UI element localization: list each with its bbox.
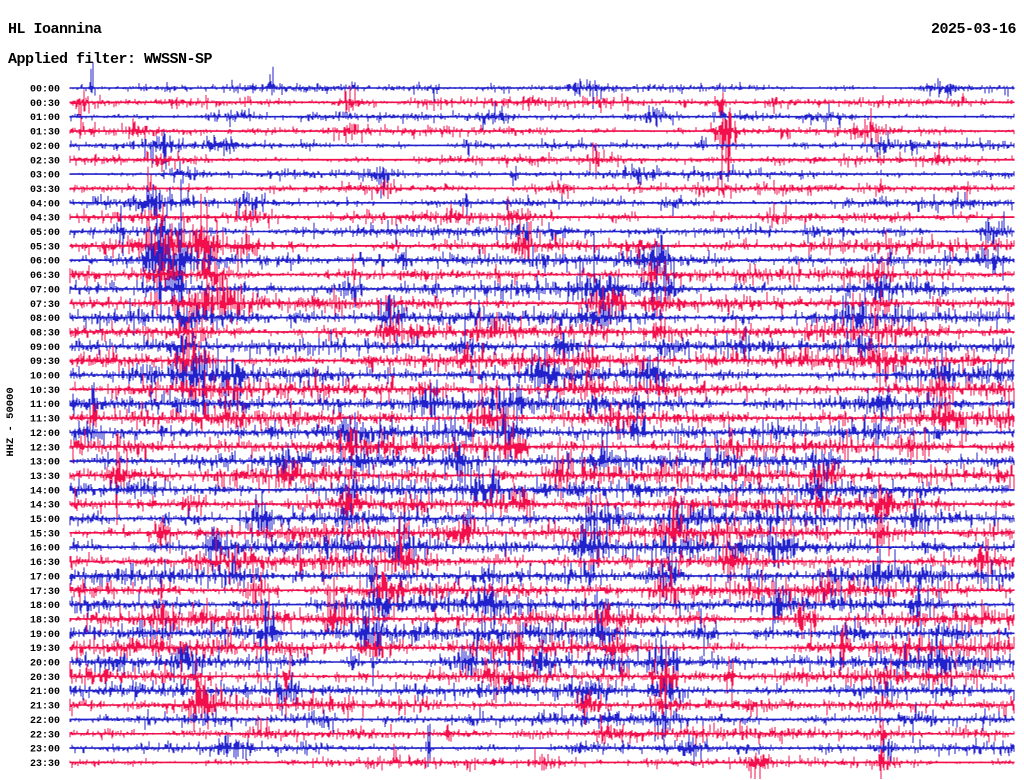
trace-row-1800 [69, 575, 1015, 637]
time-label: 13:30 [30, 472, 60, 483]
trace-row-0230 [69, 140, 1015, 180]
trace-row-1930 [69, 615, 1015, 687]
time-label: 21:30 [30, 702, 60, 713]
time-label: 07:30 [30, 300, 60, 311]
time-label: 21:00 [30, 687, 60, 698]
time-label: 16:00 [30, 544, 60, 555]
time-label: 00:30 [30, 99, 60, 110]
trace-row-0500 [69, 205, 1015, 257]
trace-row-1330 [69, 433, 1015, 526]
trace-row-0430 [69, 196, 1015, 240]
trace-row-0800 [69, 292, 1015, 344]
trace-row-1130 [69, 388, 1015, 448]
time-label: 20:30 [30, 673, 60, 684]
trace-row-0900 [69, 317, 1015, 370]
trace-row-2030 [69, 644, 1015, 722]
time-label: 03:30 [30, 185, 60, 196]
time-label: 19:00 [30, 630, 60, 641]
time-label: 17:30 [30, 587, 60, 598]
time-label: 08:30 [30, 328, 60, 339]
time-label: 06:30 [30, 271, 60, 282]
trace-row-2130 [69, 658, 1015, 732]
trace-row-0330 [69, 166, 1015, 204]
trace-row-0300 [69, 161, 1015, 199]
applied-filter-label: Applied filter: WWSSN-SP [8, 51, 213, 68]
trace-row-0030 [69, 85, 1015, 136]
time-label: 17:00 [30, 572, 60, 583]
time-label: 15:30 [30, 529, 60, 540]
trace-row-1030 [69, 367, 1015, 415]
trace-row-1300 [69, 415, 1015, 487]
time-label: 14:00 [30, 486, 60, 497]
time-label: 23:00 [30, 745, 60, 756]
time-label: 09:30 [30, 357, 60, 368]
trace-row-1630 [69, 516, 1015, 600]
time-label: 02:30 [30, 156, 60, 167]
trace-row-0600 [69, 179, 1015, 318]
time-label: 01:00 [30, 113, 60, 124]
trace-row-1830 [69, 577, 1015, 655]
trace-row-1230 [69, 422, 1015, 477]
time-label: 10:00 [30, 372, 60, 383]
time-label: 15:00 [30, 515, 60, 526]
trace-row-0000 [69, 62, 1015, 109]
trace-row-1430 [69, 475, 1015, 537]
time-label: 04:30 [30, 214, 60, 225]
trace-row-2230 [69, 714, 1015, 765]
trace-row-1000 [69, 340, 1015, 424]
time-label: 10:30 [30, 386, 60, 397]
trace-row-0400 [69, 184, 1015, 234]
time-label: 00:00 [30, 85, 60, 96]
time-label: 09:00 [30, 343, 60, 354]
time-label: 20:00 [30, 659, 60, 670]
time-label: 22:00 [30, 716, 60, 727]
time-label: 23:30 [30, 759, 60, 770]
trace-row-2100 [69, 667, 1015, 723]
time-label: 08:00 [30, 314, 60, 325]
time-label: 14:30 [30, 501, 60, 512]
trace-row-0730 [69, 265, 1015, 338]
trace-row-1200 [69, 399, 1015, 470]
station-title: HL Ioannina [8, 21, 102, 38]
time-label: 06:00 [30, 257, 60, 268]
trace-row-0530 [69, 193, 1015, 285]
time-label: 07:00 [30, 285, 60, 296]
trace-row-0630 [69, 252, 1015, 316]
time-label: 22:30 [30, 730, 60, 741]
time-label: 12:30 [30, 443, 60, 454]
trace-row-2200 [69, 701, 1015, 743]
date-label: 2025-03-16 [930, 21, 1017, 38]
time-label: 05:30 [30, 242, 60, 253]
time-label: 19:30 [30, 644, 60, 655]
time-label: 18:30 [30, 615, 60, 626]
trace-row-1500 [69, 490, 1015, 544]
trace-row-0130 [69, 107, 1015, 193]
trace-row-2300 [69, 723, 1015, 768]
trace-row-2000 [69, 628, 1015, 690]
time-label: 03:00 [30, 171, 60, 182]
trace-row-1900 [69, 591, 1015, 687]
time-label: 18:00 [30, 601, 60, 612]
time-label: 11:00 [30, 400, 60, 411]
time-label: 04:00 [30, 199, 60, 210]
time-label: 02:00 [30, 142, 60, 153]
trace-row-0700 [69, 222, 1015, 325]
time-label: 13:00 [30, 458, 60, 469]
time-label: 11:30 [30, 415, 60, 426]
trace-row-0200 [69, 131, 1015, 170]
trace-row-0930 [69, 311, 1015, 393]
time-label: 12:00 [30, 429, 60, 440]
time-label: 05:00 [30, 228, 60, 239]
trace-row-0830 [69, 300, 1015, 349]
trace-row-1100 [69, 375, 1015, 445]
trace-row-1400 [69, 452, 1015, 536]
time-label: 16:30 [30, 558, 60, 569]
time-label: 01:30 [30, 128, 60, 139]
trace-row-2330 [69, 743, 1015, 779]
trace-row-1730 [69, 561, 1015, 621]
trace-row-1600 [69, 488, 1015, 583]
trace-row-0100 [69, 102, 1015, 131]
